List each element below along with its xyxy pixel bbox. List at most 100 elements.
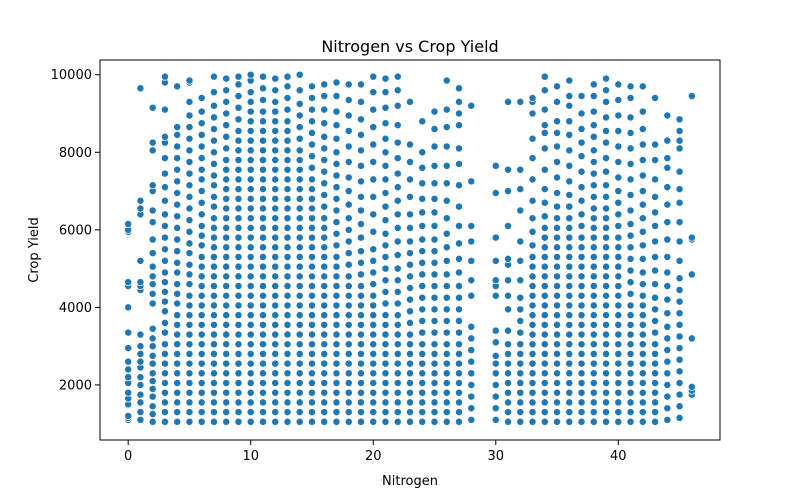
data-point	[222, 86, 231, 95]
data-point	[393, 183, 402, 192]
data-point	[369, 256, 378, 265]
data-point	[406, 295, 414, 304]
data-point	[626, 320, 635, 329]
data-point	[308, 128, 316, 137]
data-point	[124, 388, 133, 397]
data-point	[246, 223, 255, 232]
data-point	[418, 148, 427, 157]
data-point	[295, 175, 304, 184]
data-point	[540, 198, 549, 207]
data-point	[295, 398, 304, 407]
data-point	[528, 253, 537, 261]
data-point	[393, 154, 402, 163]
data-point	[209, 340, 218, 349]
data-point	[516, 369, 525, 378]
data-point	[687, 334, 696, 343]
data-point	[271, 223, 280, 232]
data-point	[344, 311, 353, 320]
data-point	[246, 136, 255, 145]
data-point	[357, 161, 365, 170]
data-point	[663, 268, 672, 277]
data-point	[209, 379, 218, 387]
data-point	[455, 340, 463, 349]
data-point	[687, 382, 696, 391]
data-point	[160, 369, 169, 378]
data-point	[357, 80, 365, 89]
data-point	[185, 379, 194, 387]
data-point	[442, 105, 451, 114]
data-point	[577, 222, 586, 230]
data-point	[185, 417, 194, 426]
data-point	[271, 291, 280, 300]
data-point	[540, 72, 549, 81]
data-point	[197, 388, 206, 397]
data-point	[259, 330, 267, 339]
data-point	[344, 127, 353, 135]
data-point	[369, 210, 378, 219]
data-point	[259, 408, 267, 417]
data-point	[651, 156, 660, 164]
data-point	[504, 326, 512, 335]
data-point	[663, 309, 672, 318]
data-point	[638, 214, 647, 223]
data-point	[332, 134, 341, 143]
data-point	[234, 320, 243, 329]
data-point	[381, 264, 390, 273]
data-point	[406, 140, 414, 149]
data-point	[491, 276, 500, 285]
data-point	[234, 146, 243, 155]
data-point	[430, 340, 439, 349]
data-point	[589, 214, 598, 223]
data-point	[308, 301, 316, 310]
data-point	[173, 417, 182, 426]
data-point	[160, 268, 169, 277]
data-point	[320, 253, 329, 261]
data-point	[638, 227, 647, 236]
data-point	[148, 402, 157, 411]
data-point	[283, 388, 292, 397]
data-point	[173, 235, 182, 244]
data-point	[234, 282, 243, 291]
data-point	[271, 233, 280, 242]
data-point	[577, 359, 586, 368]
data-point	[675, 367, 684, 376]
data-point	[271, 97, 280, 106]
data-point	[209, 388, 218, 397]
data-point	[344, 111, 353, 120]
data-point	[295, 359, 304, 368]
x-tick-label: 40	[610, 449, 627, 464]
data-point	[271, 340, 280, 349]
data-point	[675, 167, 684, 176]
data-point	[185, 270, 194, 279]
data-point	[638, 156, 647, 164]
data-point	[553, 97, 561, 106]
data-point	[185, 97, 194, 106]
data-point	[553, 379, 561, 387]
data-point	[455, 317, 463, 325]
data-point	[160, 398, 169, 407]
data-point	[442, 214, 451, 223]
data-point	[455, 398, 463, 407]
data-point	[651, 280, 660, 289]
data-point	[381, 253, 390, 261]
y-tick-label: 10000	[51, 68, 92, 83]
data-point	[553, 253, 561, 261]
data-point	[589, 398, 598, 407]
data-point	[675, 402, 684, 411]
data-point	[320, 349, 329, 358]
data-point	[148, 410, 157, 418]
data-point	[136, 84, 145, 93]
data-point	[185, 301, 194, 310]
data-point	[528, 154, 537, 163]
data-point	[406, 398, 414, 407]
data-point	[173, 165, 182, 174]
chart-title: Nitrogen vs Crop Yield	[321, 37, 498, 56]
data-point	[442, 256, 451, 265]
data-point	[540, 272, 549, 281]
data-point	[553, 128, 561, 137]
data-point	[136, 415, 145, 424]
data-point	[614, 398, 623, 407]
data-point	[455, 181, 463, 190]
data-point	[467, 101, 476, 110]
data-point	[259, 156, 267, 164]
